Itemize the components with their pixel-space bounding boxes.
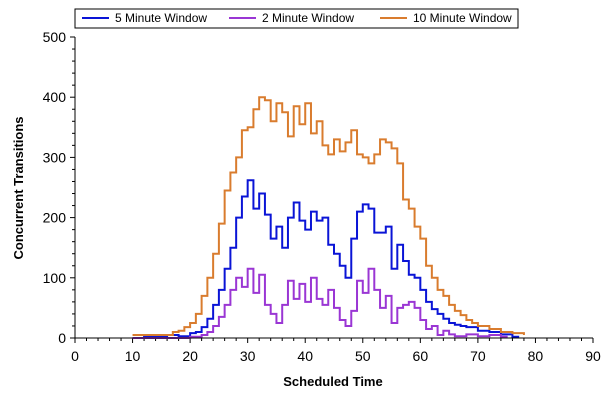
- legend-label: 10 Minute Window: [413, 11, 512, 25]
- y-tick-label: 500: [43, 29, 67, 45]
- x-tick-labels: 0 10 20 30 40 50 60 70 80 90: [71, 348, 601, 364]
- y-tick-label: 100: [43, 270, 67, 286]
- y-tick-labels: 0 100 200 300 400 500: [43, 29, 67, 346]
- legend: 5 Minute Window 2 Minute Window 10 Minute …: [74, 8, 519, 29]
- x-tick-label: 30: [240, 348, 256, 364]
- x-tick-label: 50: [355, 348, 371, 364]
- y-tick-label: 300: [43, 149, 67, 165]
- y-tick-marks: [70, 36, 75, 339]
- legend-label: 5 Minute Window: [115, 11, 207, 25]
- x-tick-label: 80: [528, 348, 544, 364]
- y-axis-title: Concurrent Transitions: [11, 116, 26, 259]
- x-tick-label: 10: [125, 348, 141, 364]
- series-lines: [132, 96, 525, 339]
- y-tick-label: 200: [43, 210, 67, 226]
- x-tick-label: 0: [71, 348, 79, 364]
- series-line-10-minute-window: [132, 96, 525, 336]
- legend-label: 2 Minute Window: [262, 11, 354, 25]
- y-tick-label: 400: [43, 89, 67, 105]
- x-tick-label: 60: [413, 348, 429, 364]
- legend-box: [74, 8, 519, 29]
- x-tick-label: 20: [182, 348, 198, 364]
- x-tick-label: 90: [585, 348, 601, 364]
- x-tick-label: 40: [297, 348, 313, 364]
- x-axis-title: Scheduled Time: [283, 374, 382, 389]
- x-tick-label: 70: [470, 348, 486, 364]
- y-tick-label: 0: [58, 330, 66, 346]
- series-line-5-minute-window: [132, 179, 520, 339]
- series-line-2-minute-window: [132, 267, 508, 339]
